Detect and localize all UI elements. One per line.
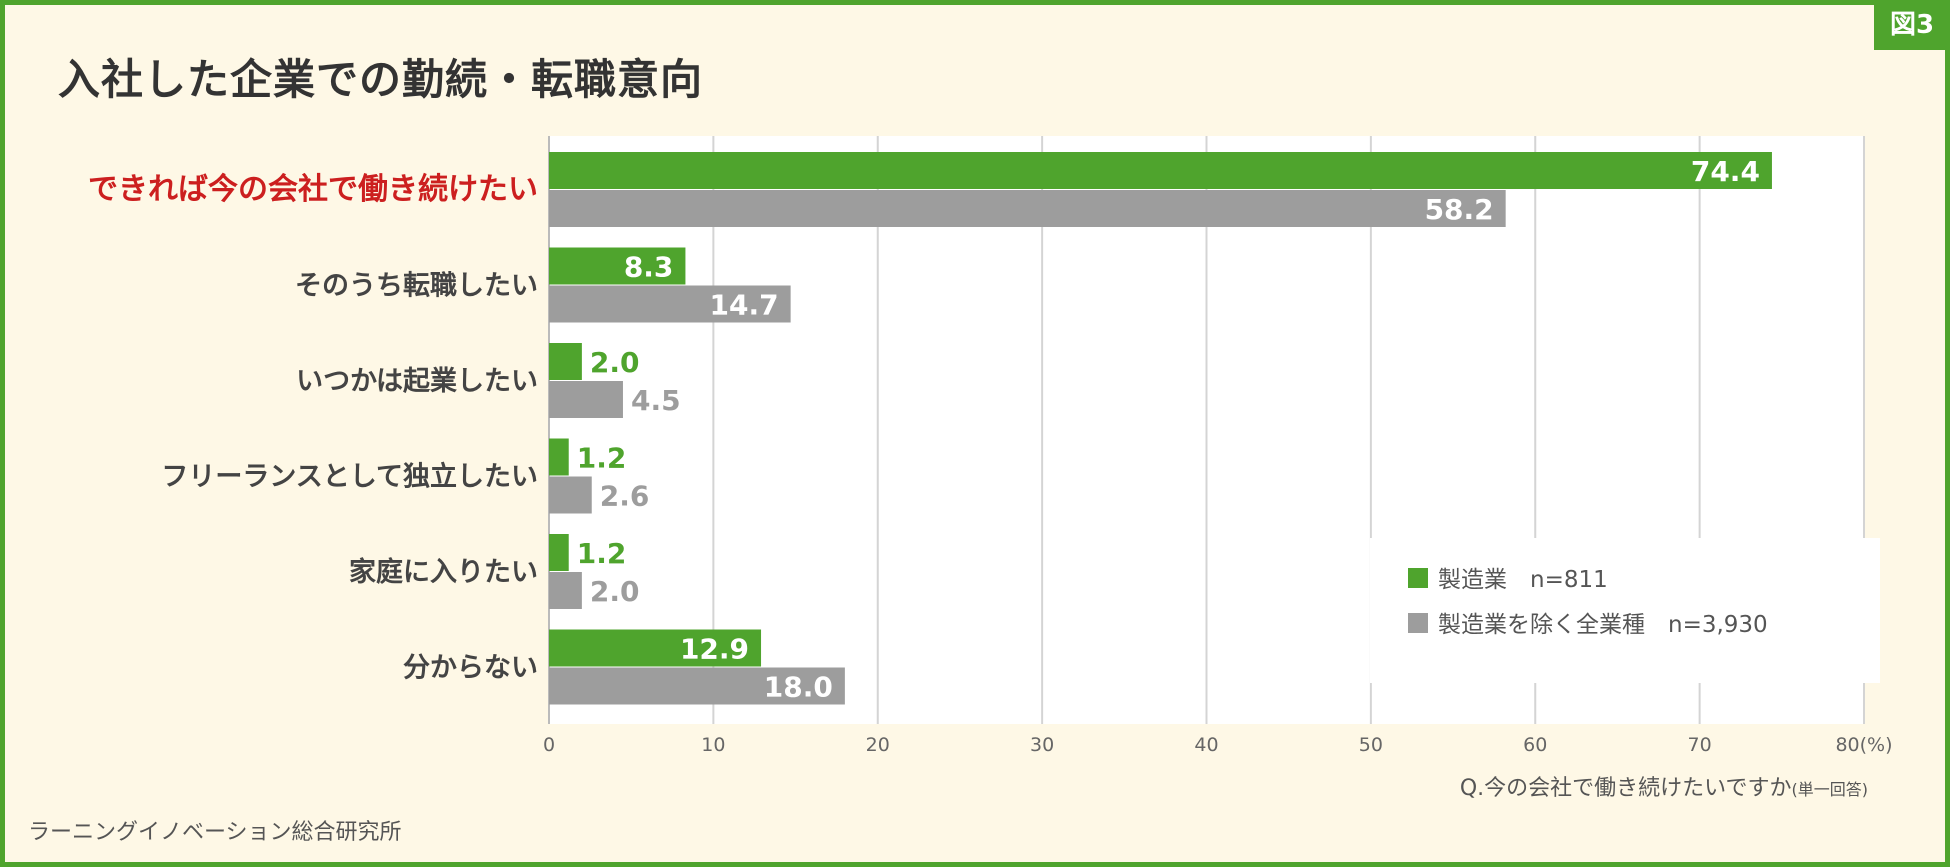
data-label: 58.2 bbox=[1425, 193, 1494, 226]
category-label: 家庭に入りたい bbox=[349, 556, 538, 588]
bar-others bbox=[549, 476, 592, 514]
survey-question: Q.今の会社で働き続けたいですか(単一回答) bbox=[1460, 770, 1868, 802]
bar-manufacturing bbox=[549, 438, 569, 476]
question-text: Q.今の会社で働き続けたいですか bbox=[1459, 776, 1792, 801]
data-label: 1.2 bbox=[577, 442, 627, 475]
source-label: ラーニングイノベーション総合研究所 bbox=[28, 820, 402, 845]
bar-others bbox=[549, 190, 1506, 227]
category-label: いつかは起業したい bbox=[296, 366, 538, 397]
data-label: 8.3 bbox=[624, 251, 674, 284]
bar-manufacturing bbox=[549, 343, 582, 380]
data-label: 12.9 bbox=[680, 633, 749, 666]
data-label: 2.0 bbox=[590, 575, 640, 608]
category-label: 分からない bbox=[403, 653, 538, 684]
legend-swatch bbox=[1408, 613, 1428, 633]
bar-manufacturing bbox=[549, 247, 686, 285]
bar-others bbox=[549, 285, 791, 323]
data-label: 74.4 bbox=[1691, 155, 1760, 188]
x-tick-label: 60 bbox=[1523, 734, 1547, 756]
data-label: 2.6 bbox=[600, 480, 650, 513]
legend-swatch bbox=[1408, 568, 1428, 588]
legend-entry: 製造業 n=811 bbox=[1438, 567, 1608, 593]
x-tick-label: 10 bbox=[701, 734, 725, 756]
bar-others bbox=[549, 381, 623, 418]
x-tick-label: 20 bbox=[866, 734, 890, 756]
data-label: 2.0 bbox=[590, 346, 640, 379]
data-label: 18.0 bbox=[764, 671, 833, 704]
figure-label: 図3 bbox=[1874, 0, 1950, 50]
category-label: そのうち転職したい bbox=[295, 271, 538, 302]
legend-box bbox=[1370, 538, 1880, 683]
data-label: 1.2 bbox=[577, 537, 627, 570]
bar-others bbox=[549, 572, 582, 609]
bar-manufacturing bbox=[549, 152, 1772, 189]
question-note: (単一回答) bbox=[1791, 780, 1869, 799]
x-tick-label: 0 bbox=[543, 734, 555, 756]
x-tick-label: 40 bbox=[1194, 734, 1218, 756]
chart-title: 入社した企業での勤続・転職意向 bbox=[58, 55, 704, 104]
data-label: 4.5 bbox=[631, 384, 681, 417]
x-tick-label: 30 bbox=[1030, 734, 1054, 756]
x-tick-label: 80(%) bbox=[1835, 734, 1892, 756]
bar-manufacturing bbox=[549, 629, 762, 667]
bar-manufacturing bbox=[549, 534, 569, 571]
bar-others bbox=[549, 667, 845, 705]
category-label: フリーランスとして独立したい bbox=[161, 461, 538, 493]
category-label: できれば今の会社で働き続けたい bbox=[88, 172, 538, 207]
legend-entry: 製造業を除く全業種 n=3,930 bbox=[1438, 612, 1768, 638]
x-tick-label: 50 bbox=[1359, 734, 1383, 756]
data-label: 14.7 bbox=[710, 289, 779, 322]
x-tick-label: 70 bbox=[1688, 734, 1712, 756]
